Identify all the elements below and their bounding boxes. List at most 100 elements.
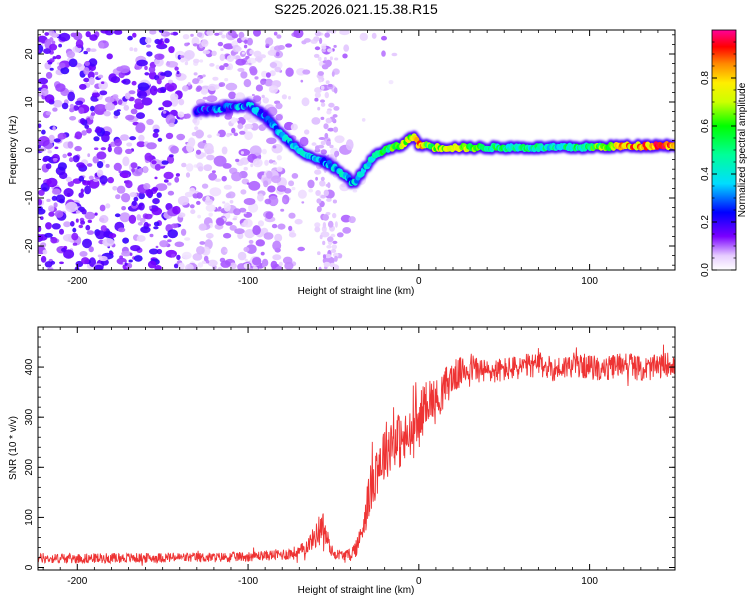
speckle (271, 175, 282, 184)
speckle (336, 232, 344, 238)
speckle (302, 69, 311, 75)
speckle (320, 176, 325, 182)
speckle (304, 129, 310, 135)
speckle (163, 171, 174, 180)
speckle (185, 172, 191, 178)
speckle (133, 196, 139, 202)
speckle (213, 155, 227, 167)
speckle (171, 253, 176, 258)
speckle (334, 255, 338, 262)
speckle (243, 44, 248, 49)
speckle (171, 31, 179, 36)
figure-title: S225.2026.021.15.38.R15 (274, 1, 438, 17)
speckle (73, 32, 83, 41)
speckle (269, 70, 276, 77)
speckle (327, 236, 334, 243)
speckle (51, 195, 58, 201)
speckle (268, 159, 274, 164)
speckle (274, 45, 282, 51)
speckle (122, 156, 130, 167)
speckle (253, 30, 261, 37)
speckle (281, 94, 287, 100)
speckle (243, 263, 251, 269)
speckle (262, 263, 266, 268)
speckle (149, 233, 154, 238)
y-tick-label: 400 (24, 358, 35, 375)
speckle (324, 253, 332, 259)
speckle (262, 97, 269, 104)
top-x-axis-label: Height of straight line (km) (298, 286, 415, 297)
speckle (245, 244, 257, 255)
speckle (203, 143, 214, 154)
speckle (154, 176, 158, 180)
speckle (94, 212, 98, 216)
speckle (317, 106, 321, 111)
speckle (329, 56, 333, 61)
speckle (44, 261, 53, 268)
speckle (216, 217, 225, 226)
speckle (277, 223, 286, 230)
speckle (332, 240, 338, 244)
speckle (129, 136, 137, 141)
speckle (330, 249, 337, 253)
speckle (196, 32, 203, 38)
speckle (165, 249, 177, 258)
speckle (325, 80, 330, 85)
speckle (101, 81, 105, 84)
speckle (67, 91, 75, 102)
speckle (237, 251, 247, 261)
speckle (250, 123, 259, 131)
speckle (334, 57, 339, 61)
speckle (177, 111, 185, 118)
speckle (65, 201, 78, 213)
speckle (249, 49, 255, 55)
speckle (71, 232, 79, 241)
speckle (381, 50, 386, 57)
speckle (318, 79, 322, 83)
speckle (121, 193, 131, 203)
speckle (218, 82, 226, 87)
speckle (260, 251, 265, 256)
speckle (179, 55, 185, 58)
speckle (275, 102, 283, 110)
speckle (272, 240, 282, 251)
speckle (288, 212, 296, 219)
speckle (202, 50, 211, 55)
speckle (63, 188, 74, 197)
speckle (314, 97, 319, 102)
speckle (168, 122, 175, 127)
speckle (45, 222, 52, 230)
speckle (288, 180, 295, 187)
speckle (326, 140, 331, 146)
speckle (63, 221, 71, 228)
speckle (114, 213, 121, 218)
speckle (180, 228, 187, 236)
speckle (327, 127, 335, 132)
speckle (61, 247, 66, 252)
speckle (161, 32, 166, 36)
speckle (282, 256, 293, 265)
speckle (52, 56, 57, 60)
speckle (192, 78, 200, 85)
speckle (38, 225, 42, 232)
speckle (220, 48, 224, 51)
speckle (149, 85, 158, 96)
speckle (264, 159, 269, 166)
speckle (300, 79, 304, 83)
speckle (320, 231, 330, 238)
speckle (100, 147, 107, 151)
speckle (81, 208, 87, 215)
speckle (163, 235, 168, 239)
speckle (103, 110, 111, 117)
bottom-axis-ticks: -200 -100 0 100 0 100 200 300 400 (24, 326, 676, 587)
speckle (297, 189, 307, 199)
speckle (155, 183, 168, 192)
speckle (288, 225, 293, 232)
speckle (333, 252, 339, 258)
speckle (326, 110, 332, 115)
speckle (83, 77, 90, 83)
speckle (260, 78, 266, 85)
speckle (48, 267, 54, 270)
